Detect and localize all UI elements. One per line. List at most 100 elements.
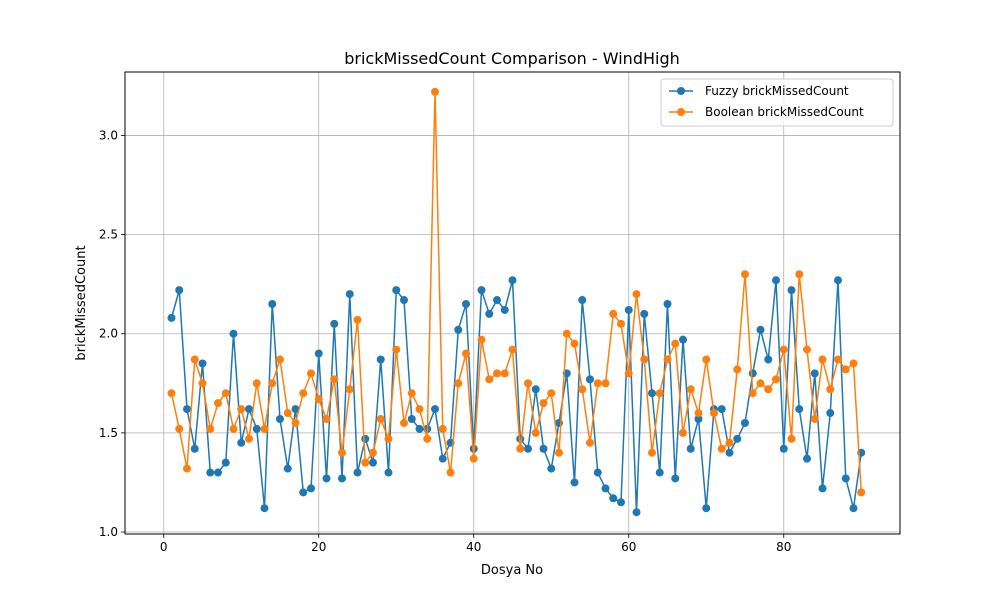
data-point: [477, 335, 486, 344]
data-point: [299, 389, 308, 398]
series-1: [167, 276, 866, 517]
data-point: [601, 379, 610, 388]
data-point: [694, 409, 703, 418]
data-point: [384, 434, 393, 443]
data-point: [547, 464, 556, 473]
data-point: [369, 448, 377, 457]
series-layer: [167, 87, 866, 517]
y-tick-label: 1.5: [99, 426, 118, 440]
data-point: [276, 414, 284, 423]
x-tick-label: 40: [466, 540, 481, 554]
data-point: [617, 498, 625, 507]
data-point: [562, 329, 571, 338]
data-point: [640, 309, 649, 318]
x-tick-label: 20: [311, 540, 326, 554]
data-point: [671, 339, 680, 348]
data-point: [392, 345, 401, 354]
data-point: [617, 319, 625, 328]
plot-area: [125, 72, 900, 534]
legend: Fuzzy brickMissedCount Boolean brickMisse…: [660, 78, 894, 127]
legend-item-1: Fuzzy brickMissedCount: [669, 84, 849, 98]
data-point: [252, 379, 261, 388]
data-point: [407, 389, 416, 398]
data-point: [206, 468, 215, 477]
data-point: [717, 444, 726, 453]
data-point: [322, 414, 331, 423]
data-point: [531, 428, 540, 437]
data-point: [500, 305, 509, 314]
x-tick-label: 60: [621, 540, 636, 554]
data-point: [779, 444, 788, 453]
data-point: [446, 468, 455, 477]
data-point: [516, 444, 525, 453]
x-tick-label: 80: [776, 540, 791, 554]
data-point: [756, 379, 765, 388]
data-point: [624, 369, 633, 378]
data-point: [826, 409, 835, 418]
data-point: [539, 399, 548, 408]
data-point: [803, 345, 811, 354]
data-point: [818, 484, 827, 493]
data-point: [524, 444, 532, 453]
data-point: [214, 399, 222, 408]
data-point: [586, 438, 594, 447]
data-point: [167, 389, 176, 398]
data-point: [384, 468, 393, 477]
data-point: [508, 345, 517, 354]
data-point: [547, 389, 556, 398]
data-point: [539, 444, 548, 453]
data-point: [229, 329, 238, 338]
data-point: [748, 369, 757, 378]
x-tick-label: 0: [160, 540, 168, 554]
data-point: [245, 434, 253, 443]
data-point: [175, 424, 184, 433]
data-point: [245, 405, 253, 414]
data-point: [601, 484, 610, 493]
data-point: [694, 414, 703, 423]
data-point: [376, 414, 385, 423]
y-tick-label: 2.5: [99, 228, 118, 242]
data-point: [810, 369, 819, 378]
data-point: [555, 448, 563, 457]
data-point: [462, 349, 470, 358]
data-point: [710, 409, 718, 418]
data-point: [183, 464, 191, 473]
data-point: [733, 434, 742, 443]
data-point: [376, 355, 385, 364]
y-tick-label: 1.0: [99, 525, 118, 539]
data-point: [578, 385, 587, 394]
data-point: [198, 379, 207, 388]
data-point: [648, 448, 656, 457]
data-point: [632, 290, 641, 299]
data-point: [338, 474, 346, 483]
data-point: [369, 458, 377, 467]
data-point: [702, 355, 711, 364]
data-point: [663, 355, 672, 364]
legend-box: [660, 78, 894, 127]
data-point: [206, 424, 215, 433]
y-tick-label: 3.0: [99, 128, 118, 142]
data-point: [221, 458, 230, 467]
data-point: [407, 414, 416, 423]
data-point: [493, 296, 501, 305]
data-point: [725, 438, 734, 447]
data-point: [183, 405, 191, 414]
data-point: [415, 405, 424, 414]
data-point: [190, 355, 199, 364]
plot-frame: [124, 71, 901, 535]
data-point: [570, 478, 579, 487]
data-point: [237, 438, 246, 447]
data-point: [268, 379, 277, 388]
data-point: [353, 315, 362, 324]
data-point: [353, 468, 362, 477]
data-point: [663, 299, 672, 308]
data-point: [686, 444, 695, 453]
data-point: [795, 405, 804, 414]
data-point: [260, 424, 269, 433]
data-point: [237, 405, 246, 414]
chart-title: brickMissedCount Comparison - WindHigh: [344, 49, 680, 68]
data-point: [252, 424, 261, 433]
data-point: [741, 418, 749, 427]
axes: 0 20 40 60 80 1.0 1.5 2.0 2.5 3.0: [99, 128, 791, 554]
